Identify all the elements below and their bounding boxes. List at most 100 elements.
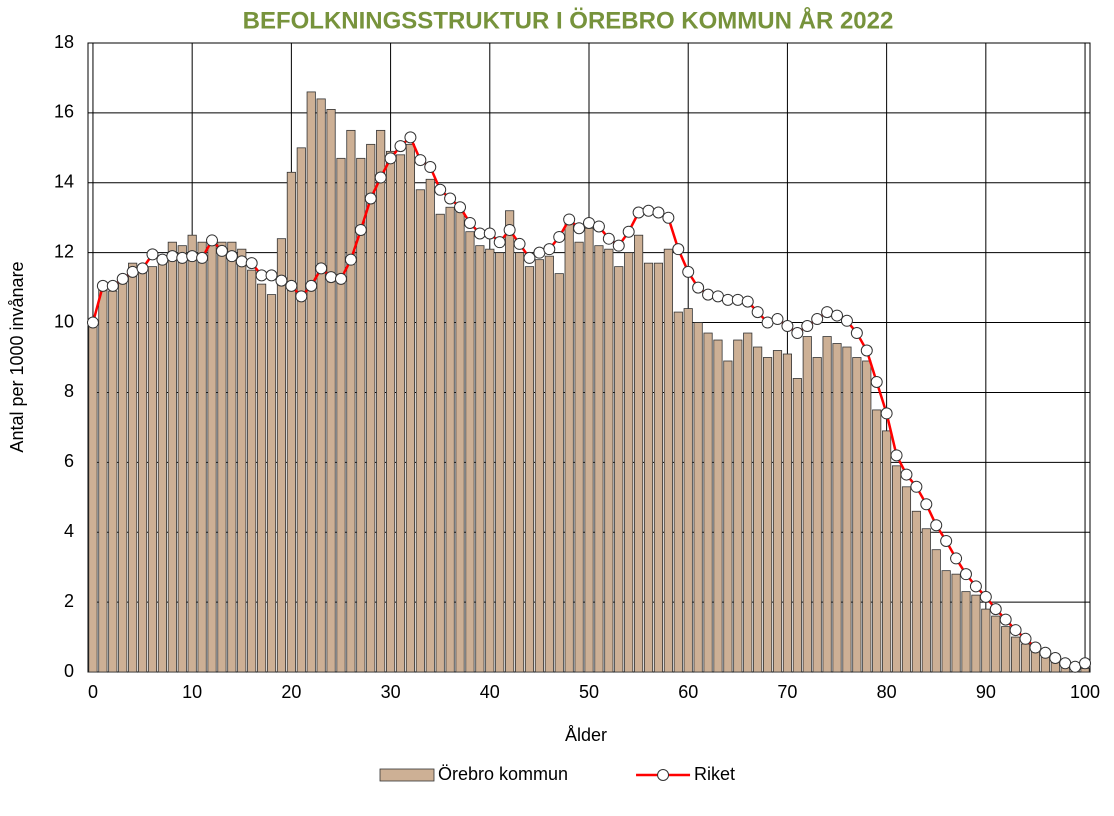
point	[1029, 641, 1042, 654]
point	[860, 344, 873, 357]
bar	[753, 346, 763, 673]
bar	[1001, 626, 1011, 673]
point	[255, 269, 268, 282]
bar	[207, 241, 217, 673]
bar	[971, 594, 981, 673]
bar	[128, 262, 138, 673]
legend-label: Örebro kommun	[438, 764, 568, 784]
point	[265, 269, 278, 282]
bar	[872, 409, 882, 673]
point	[444, 192, 457, 205]
bar	[604, 248, 614, 673]
point	[116, 272, 129, 285]
chart-title: BEFOLKNINGSSTRUKTUR I ÖREBRO KOMMUN ÅR 2…	[243, 6, 894, 34]
point	[711, 290, 724, 303]
bar	[802, 336, 812, 673]
point	[533, 246, 546, 259]
point	[513, 237, 526, 250]
point	[910, 480, 923, 493]
bar	[673, 311, 683, 673]
bar	[495, 252, 505, 673]
point	[622, 225, 635, 238]
point	[394, 140, 407, 153]
point	[801, 320, 814, 333]
point	[791, 327, 804, 340]
point	[503, 223, 516, 236]
legend-marker	[657, 769, 670, 781]
y-tick-label: 2	[64, 591, 74, 611]
bar	[931, 549, 941, 673]
point	[930, 519, 943, 532]
point	[305, 279, 318, 292]
bar	[683, 308, 693, 673]
point	[850, 327, 863, 340]
bar	[316, 98, 326, 673]
point	[463, 216, 476, 229]
point	[831, 309, 844, 322]
bar	[1030, 650, 1041, 673]
y-tick-label: 18	[54, 32, 74, 52]
x-tick-label: 20	[281, 682, 301, 702]
point	[840, 314, 853, 327]
point	[662, 211, 675, 224]
bar	[951, 573, 961, 673]
bar	[574, 241, 584, 673]
point	[920, 498, 933, 511]
x-tick-label: 10	[182, 682, 202, 702]
point	[96, 279, 109, 292]
x-tick-label: 0	[88, 682, 98, 702]
bar	[395, 154, 406, 673]
point	[126, 265, 139, 278]
point	[86, 316, 99, 329]
point	[602, 232, 615, 245]
point	[721, 293, 734, 306]
point	[156, 253, 169, 266]
point	[414, 154, 427, 167]
point	[404, 131, 417, 144]
point	[334, 272, 347, 285]
point	[1039, 646, 1052, 659]
bar	[346, 129, 356, 673]
y-tick-label: 14	[54, 172, 74, 192]
point	[215, 244, 228, 257]
y-axis-label: Antal per 1000 invånare	[7, 261, 27, 452]
point	[999, 613, 1012, 626]
point	[592, 220, 605, 233]
y-tick-label: 4	[64, 521, 74, 541]
x-tick-label: 80	[877, 682, 897, 702]
bar	[237, 248, 247, 673]
point	[652, 206, 665, 219]
point	[1019, 632, 1032, 645]
bar	[842, 346, 852, 673]
point	[989, 603, 1002, 616]
point	[166, 250, 179, 263]
y-tick-label: 16	[54, 102, 74, 122]
bar	[643, 262, 654, 673]
bar	[782, 353, 792, 673]
point	[811, 313, 824, 326]
point	[563, 213, 576, 226]
y-tick-label: 10	[54, 311, 74, 331]
bar	[108, 290, 118, 673]
point	[553, 230, 566, 243]
y-tick-label: 8	[64, 381, 74, 401]
x-tick-label: 40	[480, 682, 500, 702]
point	[354, 223, 367, 236]
point	[573, 222, 586, 235]
point	[940, 534, 953, 547]
point	[146, 248, 159, 261]
point	[225, 250, 238, 263]
point	[325, 271, 338, 284]
bar	[911, 510, 921, 673]
bar	[693, 322, 703, 673]
point	[206, 234, 219, 247]
legend-swatch	[379, 768, 435, 782]
bar	[524, 266, 535, 673]
bar	[663, 248, 673, 673]
y-tick-label: 12	[54, 241, 74, 261]
bar	[306, 91, 316, 673]
bar	[941, 570, 951, 673]
point	[473, 227, 486, 240]
bar	[187, 234, 197, 673]
point	[186, 250, 199, 263]
